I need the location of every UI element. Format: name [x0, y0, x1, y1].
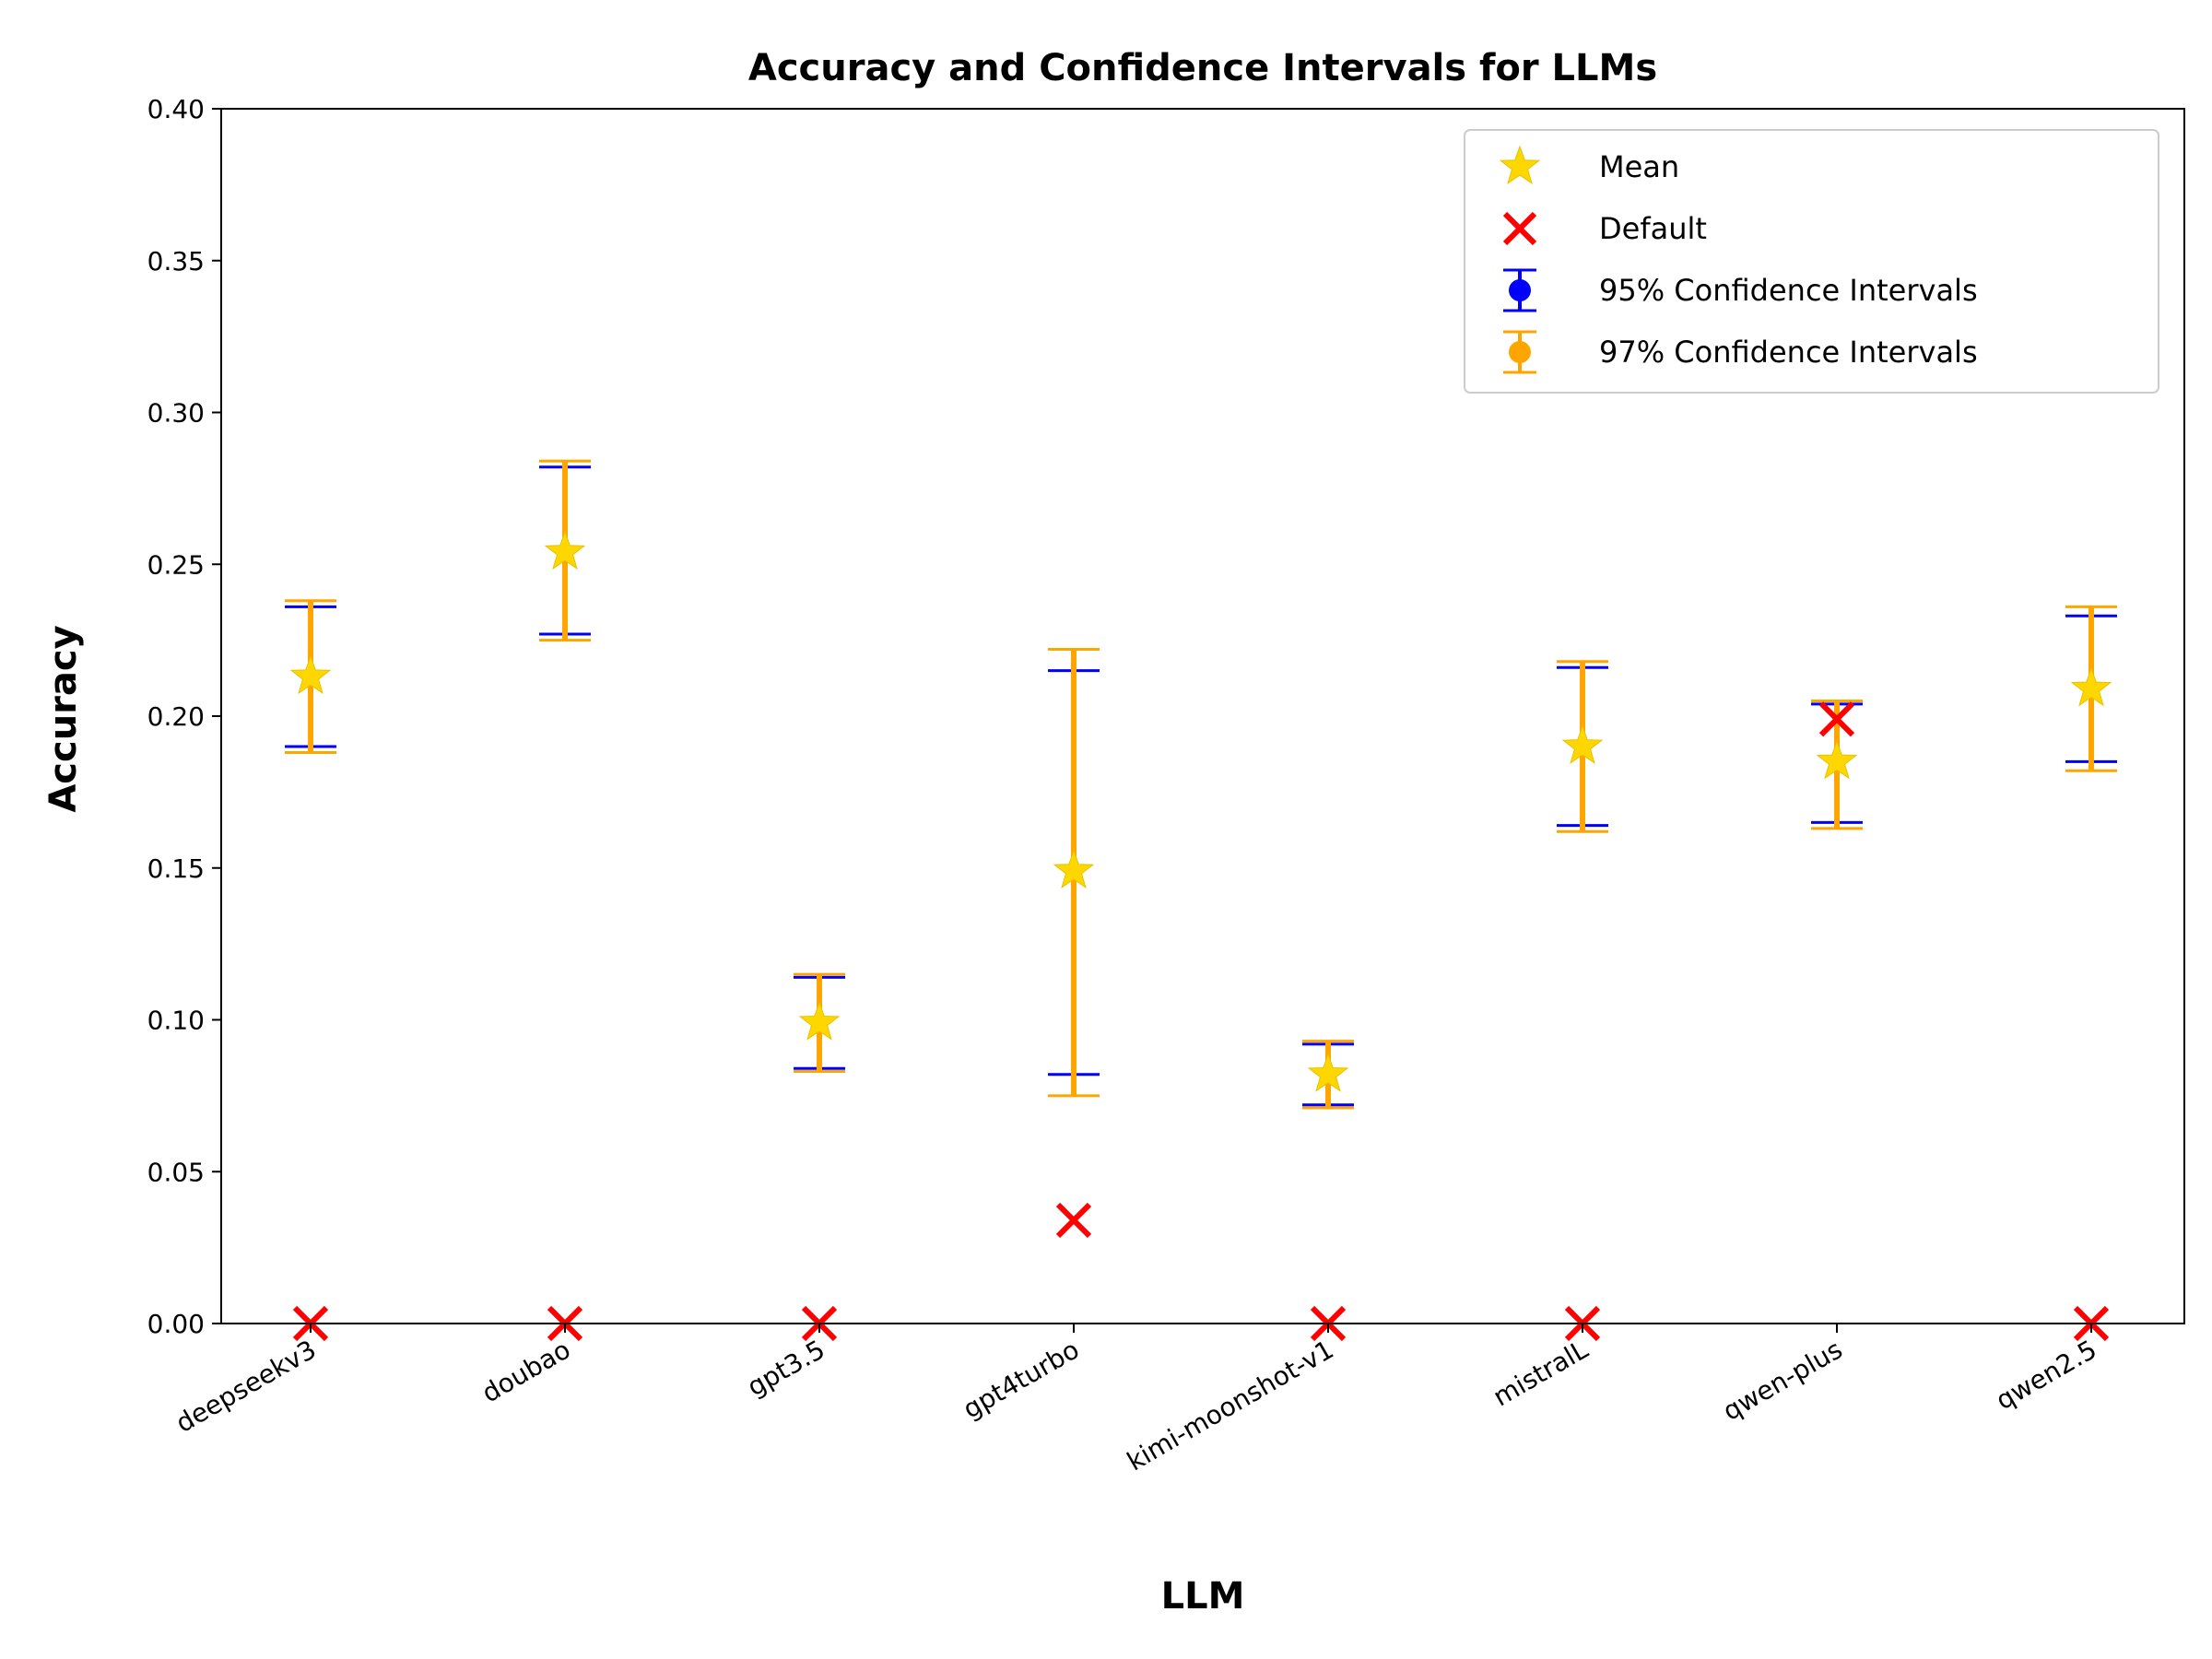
legend-mean-marker	[1499, 145, 1541, 184]
default-point	[1055, 1202, 1092, 1239]
legend-ci-dot	[1509, 279, 1531, 301]
mean-point	[1053, 849, 1095, 889]
y-tick-label: 0.30	[147, 398, 205, 429]
legend-ci-dot	[1509, 341, 1531, 363]
default-point	[1818, 701, 1855, 737]
legend-default-label: Default	[1599, 211, 1707, 246]
legend-mean-label: Mean	[1599, 149, 1679, 184]
legend-ci95-marker	[1503, 268, 1536, 312]
mean-point	[2070, 666, 2112, 707]
y-tick-label: 0.10	[147, 1006, 205, 1036]
legend-default-marker-stroke-b	[1502, 211, 1537, 246]
legend-ci95-label: 95% Confidence Intervals	[1599, 273, 1978, 308]
y-tick-label: 0.05	[147, 1157, 205, 1187]
legend: Mean Default 95% Confidence Intervals 97% C…	[1464, 129, 2159, 394]
default-point-stroke-b	[1818, 701, 1855, 737]
legend-ci97-label: 97% Confidence Intervals	[1599, 335, 1978, 370]
mean-point	[289, 654, 332, 695]
y-tick-label: 0.25	[147, 549, 205, 580]
mean-point	[544, 530, 586, 571]
legend-ci97-marker	[1503, 330, 1536, 374]
legend-box	[1464, 129, 2159, 394]
y-tick-label: 0.40	[147, 94, 205, 124]
y-tick-label: 0.35	[147, 246, 205, 276]
mean-point	[798, 1001, 841, 1041]
y-axis: 0.00 0.05 0.10 0.15 0.20 0.25 0.30 0.35 0.40	[147, 94, 221, 1339]
y-tick-label: 0.15	[147, 853, 205, 884]
chart-title: Accuracy and Confidence Intervals for LL…	[748, 47, 1657, 89]
mean-point	[1816, 739, 1858, 780]
default-point-stroke-b	[1055, 1202, 1092, 1239]
legend-default-marker	[1502, 211, 1537, 246]
y-tick-label: 0.00	[147, 1309, 205, 1339]
y-tick-label: 0.20	[147, 701, 205, 732]
y-axis-label: Accuracy	[42, 625, 85, 812]
mean-point	[1307, 1053, 1349, 1092]
mean-point	[1561, 724, 1604, 764]
x-axis-label: LLM	[1161, 1575, 1245, 1618]
